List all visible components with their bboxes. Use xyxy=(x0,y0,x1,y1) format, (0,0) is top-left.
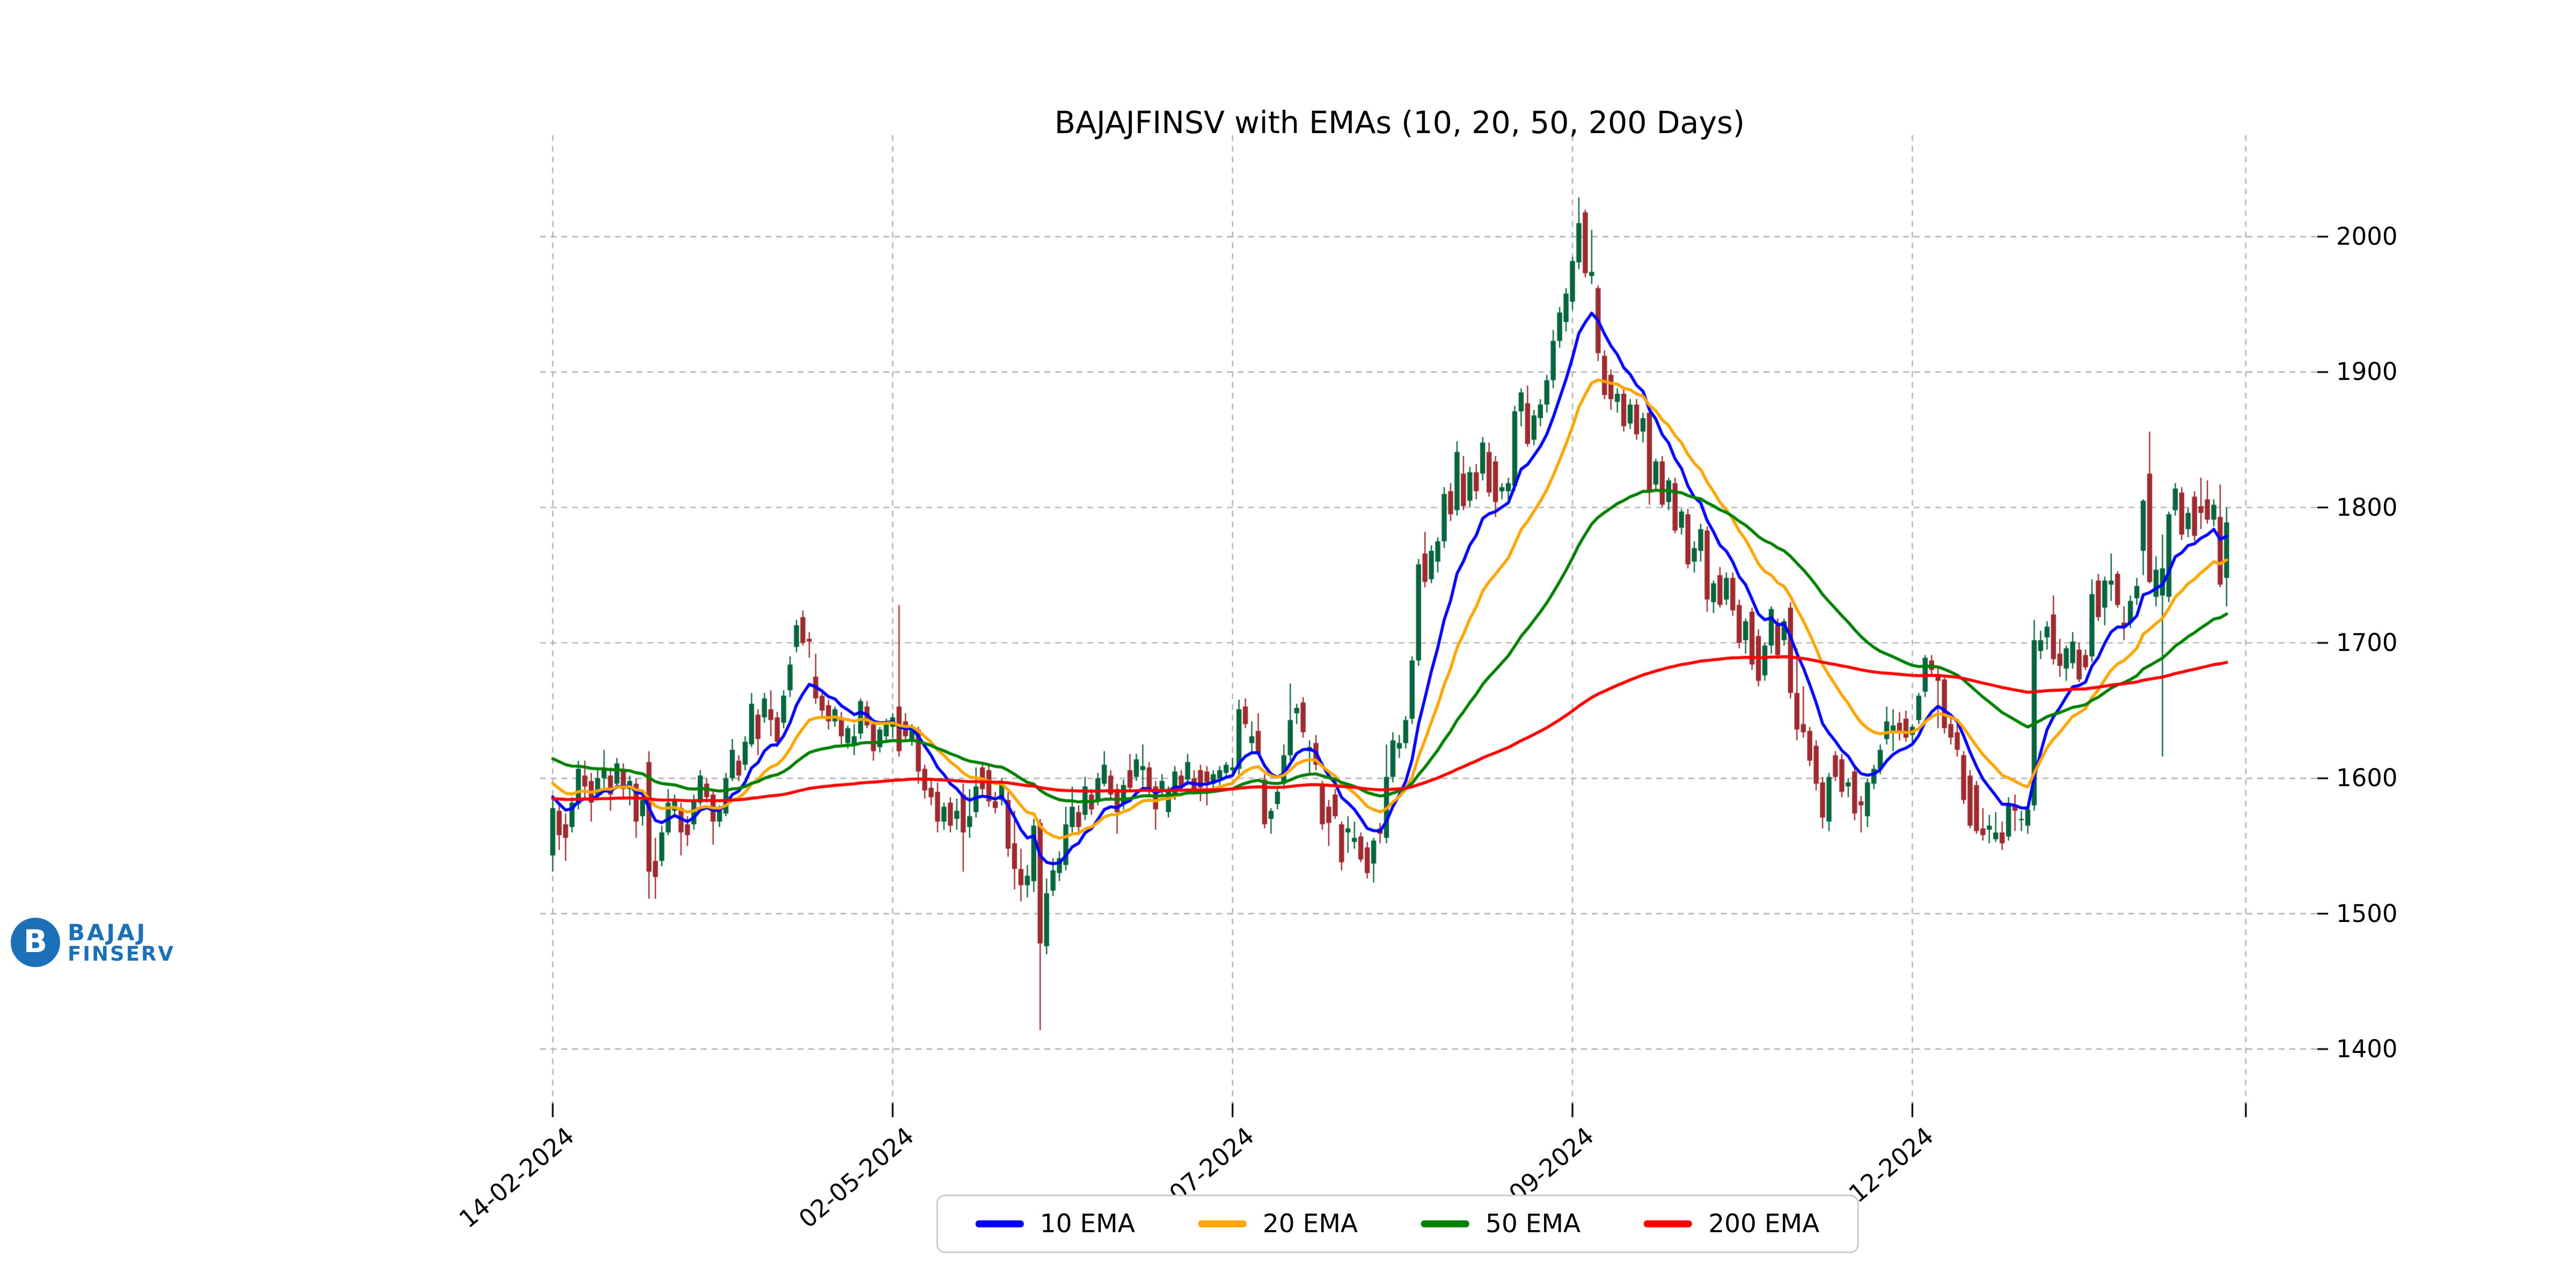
chart-title: BAJAJFINSV with EMAs (10, 20, 50, 200 Da… xyxy=(1054,105,1745,141)
legend-label: 20 EMA xyxy=(1262,1209,1358,1239)
y-tick-label: 1500 xyxy=(2336,899,2398,928)
y-tick-label: 1800 xyxy=(2336,493,2398,522)
y-tick-label: 2000 xyxy=(2336,222,2398,251)
legend-label: 200 EMA xyxy=(1708,1209,1820,1239)
y-tick-label: 1600 xyxy=(2336,764,2398,793)
ema50-line-swatch xyxy=(1421,1220,1470,1227)
legend-item-50ema: 50 EMA xyxy=(1421,1209,1580,1239)
y-tick-label: 1700 xyxy=(2336,628,2398,657)
legend-label: 50 EMA xyxy=(1485,1209,1581,1239)
bajaj-logo-mark-icon: B xyxy=(11,918,60,967)
y-tick-label: 1400 xyxy=(2336,1034,2398,1063)
legend-label: 10 EMA xyxy=(1040,1209,1135,1239)
logo-b-glyph: B xyxy=(23,923,48,960)
y-tick-label: 1900 xyxy=(2336,357,2398,386)
chart-legend: 10 EMA 20 EMA 50 EMA 200 EMA xyxy=(936,1195,1859,1253)
ema200-line-swatch xyxy=(1644,1220,1693,1227)
bajaj-finserv-logo: B BAJAJ FINSERV xyxy=(11,918,175,967)
ema10-line-swatch xyxy=(975,1220,1024,1227)
legend-item-200ema: 200 EMA xyxy=(1644,1209,1819,1239)
logo-line-finserv: FINSERV xyxy=(68,942,175,965)
logo-line-bajaj: BAJAJ xyxy=(68,919,148,946)
legend-item-20ema: 20 EMA xyxy=(1198,1209,1358,1239)
logo-text: BAJAJ FINSERV xyxy=(68,921,175,964)
ema20-line-swatch xyxy=(1198,1220,1247,1227)
legend-item-10ema: 10 EMA xyxy=(975,1209,1135,1239)
